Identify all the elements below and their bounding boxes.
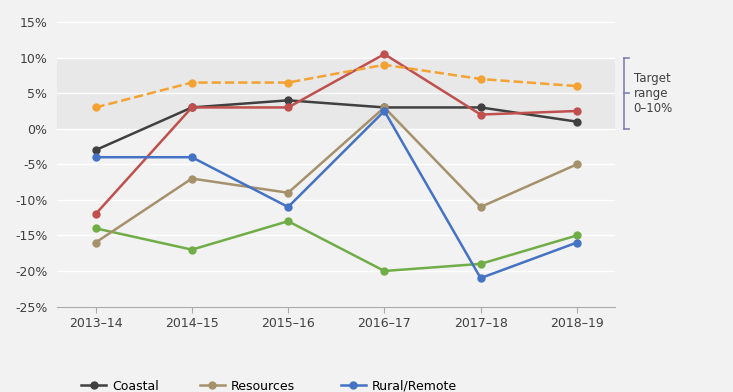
Resources xyxy=(284,191,292,195)
Coastal xyxy=(91,148,100,152)
Coastal xyxy=(380,105,388,110)
Text: Target
range
0–10%: Target range 0–10% xyxy=(634,72,673,115)
Line: SEQ: SEQ xyxy=(92,61,581,111)
Rural/Regional xyxy=(284,105,292,110)
Indigenous xyxy=(572,233,581,238)
Rural/Remote xyxy=(572,240,581,245)
Coastal xyxy=(188,105,196,110)
SEQ xyxy=(476,77,485,82)
SEQ xyxy=(380,62,388,67)
Resources xyxy=(91,240,100,245)
Line: Rural/Regional: Rural/Regional xyxy=(92,51,581,218)
Rural/Remote xyxy=(476,276,485,280)
Line: Indigenous: Indigenous xyxy=(92,218,581,274)
Bar xyxy=(57,58,616,129)
SEQ xyxy=(91,105,100,110)
Indigenous xyxy=(380,269,388,273)
Indigenous xyxy=(284,219,292,223)
Rural/Remote xyxy=(380,109,388,113)
Coastal xyxy=(572,119,581,124)
Indigenous xyxy=(476,261,485,266)
Rural/Regional xyxy=(380,52,388,56)
Line: Rural/Remote: Rural/Remote xyxy=(92,107,581,281)
SEQ xyxy=(284,80,292,85)
Coastal xyxy=(476,105,485,110)
Indigenous xyxy=(188,247,196,252)
Rural/Regional xyxy=(188,105,196,110)
SEQ xyxy=(188,80,196,85)
Rural/Regional xyxy=(91,212,100,216)
Rural/Regional xyxy=(572,109,581,113)
Legend: Coastal, Indigenous, Resources, Rural/Regional, Rural/Remote, SEQ: Coastal, Indigenous, Resources, Rural/Re… xyxy=(76,375,463,392)
Rural/Regional xyxy=(476,112,485,117)
Indigenous xyxy=(91,226,100,230)
Line: Resources: Resources xyxy=(92,104,581,246)
Rural/Remote xyxy=(91,155,100,160)
Resources xyxy=(572,162,581,167)
Coastal xyxy=(284,98,292,103)
Line: Coastal: Coastal xyxy=(92,97,581,154)
Resources xyxy=(188,176,196,181)
Resources xyxy=(380,105,388,110)
Resources xyxy=(476,205,485,209)
Rural/Remote xyxy=(284,205,292,209)
Rural/Remote xyxy=(188,155,196,160)
SEQ xyxy=(572,84,581,89)
